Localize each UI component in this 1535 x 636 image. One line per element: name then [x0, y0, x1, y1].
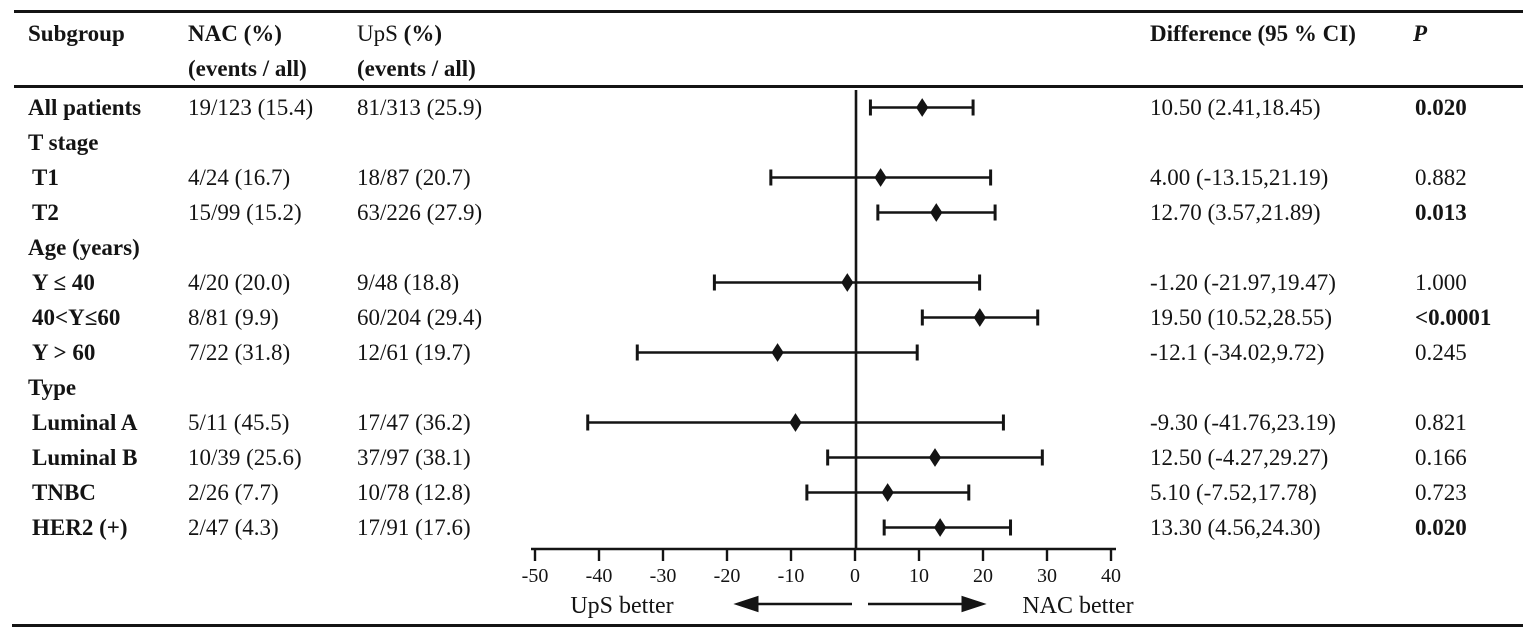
p-value: 0.723 — [1415, 479, 1467, 505]
ups-value: 60/204 (29.4) — [357, 304, 483, 330]
nac-value: 2/26 (7.7) — [188, 479, 279, 505]
estimate-diamond — [928, 448, 942, 467]
row-label: Type — [28, 374, 77, 400]
x-axis-tick-label: -50 — [522, 565, 549, 587]
direction-label-right: NAC better — [1022, 593, 1133, 619]
p-value: 0.013 — [1415, 199, 1467, 225]
arrow-left-head-icon — [733, 595, 759, 613]
difference-value: 13.30 (4.56,24.30) — [1150, 514, 1321, 540]
estimate-diamond — [934, 518, 947, 537]
p-value: 0.245 — [1415, 339, 1467, 365]
x-axis-tick-label: -30 — [650, 565, 677, 587]
x-axis-tick-label: -20 — [714, 565, 741, 587]
p-value: 1.000 — [1415, 269, 1467, 295]
row-label: All patients — [28, 94, 142, 120]
row-label: Y > 60 — [32, 339, 96, 365]
column-header-nac: NAC (%) — [188, 21, 282, 46]
x-axis-tick-label: 10 — [909, 565, 929, 587]
ups-value: 63/226 (27.9) — [357, 199, 483, 225]
p-value: 0.166 — [1415, 444, 1467, 470]
difference-value: -1.20 (-21.97,19.47) — [1150, 269, 1336, 295]
column-header-difference: Difference (95 % CI) — [1150, 21, 1356, 46]
ups-value: 17/47 (36.2) — [357, 409, 471, 435]
estimate-diamond — [916, 98, 929, 117]
estimate-diamond — [789, 413, 802, 432]
estimate-diamond — [841, 273, 854, 292]
row-label: Luminal A — [32, 409, 138, 435]
table-bottom-rule — [12, 624, 1523, 627]
nac-value: 4/20 (20.0) — [188, 269, 291, 295]
nac-value: 7/22 (31.8) — [188, 339, 291, 365]
p-value: 0.821 — [1415, 409, 1467, 435]
nac-value: 15/99 (15.2) — [188, 199, 302, 225]
p-value: <0.0001 — [1415, 304, 1492, 330]
ups-value: 9/48 (18.8) — [357, 269, 460, 295]
difference-value: 5.10 (-7.52,17.78) — [1150, 479, 1317, 505]
arrow-right-head-icon — [961, 595, 987, 613]
table-top-rule — [14, 10, 1523, 13]
estimate-diamond — [881, 483, 894, 502]
column-header-nac-sub: (events / all) — [188, 56, 307, 81]
estimate-diamond — [930, 203, 943, 222]
x-axis-tick-label: -10 — [778, 565, 805, 587]
estimate-diamond — [771, 343, 784, 362]
x-axis-tick-label: 0 — [850, 565, 860, 587]
difference-value: 12.50 (-4.27,29.27) — [1150, 444, 1329, 470]
nac-value: 4/24 (16.7) — [188, 164, 291, 190]
p-value: 0.882 — [1415, 164, 1467, 190]
difference-value: -9.30 (-41.76,23.19) — [1150, 409, 1336, 435]
estimate-diamond — [874, 168, 887, 187]
row-label: Y ≤ 40 — [32, 269, 95, 295]
ups-value: 37/97 (38.1) — [357, 444, 471, 470]
column-header-ups-name: UpS — [357, 21, 398, 46]
column-header-subgroup: Subgroup — [28, 21, 125, 46]
x-axis-tick-label: 40 — [1101, 565, 1121, 587]
ups-value: 12/61 (19.7) — [357, 339, 471, 365]
nac-value: 8/81 (9.9) — [188, 304, 279, 330]
nac-value: 2/47 (4.3) — [188, 514, 279, 540]
nac-value: 19/123 (15.4) — [188, 94, 314, 120]
column-header-ups-pct: (%) — [403, 21, 442, 46]
x-axis-tick-label: -40 — [586, 565, 613, 587]
row-label: 40<Y≤60 — [32, 304, 121, 330]
row-label: TNBC — [32, 479, 96, 505]
ups-value: 17/91 (17.6) — [357, 514, 471, 540]
difference-value: 4.00 (-13.15,21.19) — [1150, 164, 1329, 190]
column-header-p: P — [1413, 21, 1428, 46]
ups-value: 18/87 (20.7) — [357, 164, 471, 190]
difference-value: 10.50 (2.41,18.45) — [1150, 94, 1321, 120]
x-axis-tick-label: 30 — [1037, 565, 1057, 587]
ups-value: 81/313 (25.9) — [357, 94, 483, 120]
row-label: T1 — [32, 164, 59, 190]
x-axis-tick-label: 20 — [973, 565, 993, 587]
ups-value: 10/78 (12.8) — [357, 479, 471, 505]
difference-value: 12.70 (3.57,21.89) — [1150, 199, 1321, 225]
row-label: Age (years) — [28, 234, 140, 260]
nac-value: 5/11 (45.5) — [188, 409, 290, 435]
row-label: HER2 (+) — [32, 514, 128, 540]
difference-value: 19.50 (10.52,28.55) — [1150, 304, 1333, 330]
row-label: T stage — [28, 129, 99, 155]
p-value: 0.020 — [1415, 94, 1467, 120]
row-label: T2 — [32, 199, 59, 225]
difference-value: -12.1 (-34.02,9.72) — [1150, 339, 1325, 365]
column-header-ups-sub: (events / all) — [357, 56, 476, 81]
direction-label-left: UpS better — [570, 593, 673, 619]
column-header-ups: UpS (%) — [357, 21, 442, 47]
table-header-rule — [14, 85, 1523, 88]
p-value: 0.020 — [1415, 514, 1467, 540]
row-label: Luminal B — [32, 444, 138, 470]
nac-value: 10/39 (25.6) — [188, 444, 302, 470]
estimate-diamond — [973, 308, 986, 327]
